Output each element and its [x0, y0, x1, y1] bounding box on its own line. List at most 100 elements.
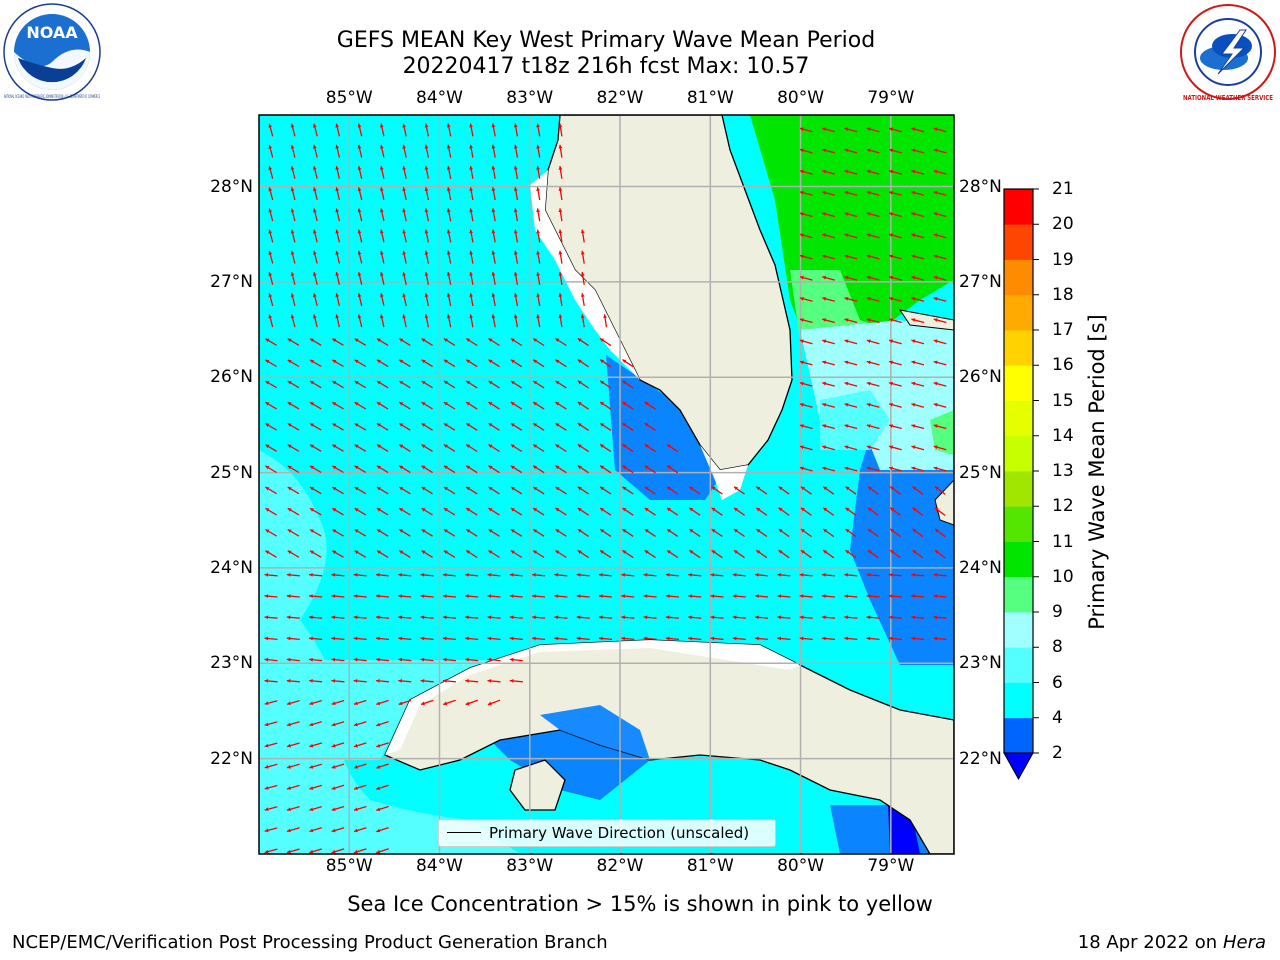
- wave-arrow-head: [644, 465, 649, 470]
- wave-arrow-head: [399, 465, 404, 470]
- wave-arrow-head: [510, 338, 515, 342]
- footer-host: Hera: [1222, 932, 1266, 953]
- wave-arrow-head: [867, 486, 872, 491]
- wave-arrow-head: [558, 187, 563, 191]
- colorbar-under-extension: [1003, 752, 1034, 781]
- wave-arrow-head: [577, 508, 582, 512]
- wave-arrow-head: [555, 380, 560, 385]
- wave-arrow-head: [443, 550, 448, 554]
- wave-arrow-head: [309, 679, 313, 683]
- wave-arrow-head: [402, 229, 406, 234]
- wave-arrow-head: [424, 293, 429, 298]
- wave-arrow-head: [268, 272, 273, 276]
- wave-arrow-head: [555, 423, 560, 427]
- wave-arrow-head: [889, 254, 893, 259]
- wave-arrow-head: [799, 169, 804, 174]
- wave-arrow-head: [354, 487, 359, 491]
- wave-arrow-head: [357, 229, 362, 234]
- wave-arrow-head: [933, 339, 938, 344]
- wave-arrow-head: [380, 187, 384, 192]
- wave-arrow-head: [286, 657, 291, 662]
- wave-arrow-head: [732, 636, 737, 641]
- legend-line-sample: [447, 832, 481, 833]
- wave-arrow-head: [469, 187, 473, 191]
- lat-tick-label-left: 23°N: [210, 653, 253, 674]
- colorbar-tick-label: 6: [1052, 672, 1063, 693]
- wave-arrow-head: [643, 636, 648, 641]
- wave-arrow-head: [443, 423, 448, 427]
- wave-arrow-head: [889, 275, 893, 280]
- wave-arrow-head: [665, 636, 670, 641]
- wave-arrow-head: [398, 679, 402, 683]
- colorbar-tick-label: 16: [1052, 355, 1074, 376]
- wave-arrow-head: [577, 486, 582, 491]
- wave-arrow-head: [313, 208, 317, 213]
- wave-arrow-head: [469, 166, 473, 170]
- wave-arrow-head: [933, 615, 938, 620]
- colorbar-segment: [1004, 435, 1033, 472]
- wave-arrow-head: [446, 272, 451, 276]
- wave-arrow-head: [443, 465, 448, 470]
- wave-arrow-head: [866, 233, 871, 238]
- wave-arrow-head: [265, 359, 270, 364]
- wave-arrow-head: [933, 466, 938, 471]
- wave-arrow-head: [310, 359, 314, 364]
- wave-arrow-head: [933, 445, 938, 450]
- wave-arrow-head: [421, 529, 426, 533]
- wave-arrow-head: [844, 127, 849, 132]
- wave-arrow-head: [509, 679, 514, 683]
- wave-arrow-head: [402, 293, 406, 298]
- wave-arrow-head: [554, 636, 559, 641]
- wave-arrow-head: [399, 338, 404, 343]
- wave-arrow-head: [443, 338, 448, 342]
- wave-arrow-head: [265, 465, 270, 470]
- wave-arrow-head: [844, 233, 849, 238]
- footer-date-host: 18 Apr 2022 on Hera: [1078, 932, 1266, 954]
- wave-arrow-head: [799, 424, 804, 428]
- wave-arrow-head: [912, 528, 917, 533]
- wave-arrow-head: [509, 636, 514, 641]
- wave-arrow-head: [513, 314, 518, 319]
- wave-arrow-head: [264, 573, 269, 577]
- wave-arrow-head: [890, 507, 895, 512]
- wave-arrow-head: [380, 166, 384, 170]
- wave-arrow-head: [911, 360, 916, 365]
- wave-arrow-head: [380, 123, 384, 128]
- wave-arrow-head: [600, 529, 605, 533]
- wave-arrow-head: [823, 507, 828, 512]
- wave-arrow-head: [510, 444, 515, 448]
- wave-arrow-head: [845, 507, 850, 512]
- wave-arrow-head: [421, 423, 426, 427]
- wave-arrow-head: [889, 445, 893, 450]
- wave-arrow-head: [576, 636, 581, 641]
- colorbar-segment: [1004, 294, 1033, 331]
- wave-arrow-head: [399, 550, 404, 555]
- wave-arrow-head: [933, 297, 938, 301]
- wave-arrow-head: [309, 657, 313, 662]
- lat-tick-label-right: 27°N: [959, 271, 1002, 292]
- wave-arrow-head: [446, 229, 451, 234]
- wave-arrow-head: [509, 573, 514, 577]
- wave-arrow-head: [309, 807, 314, 812]
- wave-arrow-head: [622, 508, 627, 512]
- wave-arrow-head: [313, 166, 317, 170]
- wave-arrow-head: [866, 318, 871, 322]
- wave-arrow-head: [287, 381, 292, 385]
- wave-arrow-head: [443, 529, 448, 533]
- colorbar-tick-label: 18: [1052, 284, 1074, 305]
- wave-arrow-head: [465, 636, 469, 641]
- wave-arrow-head: [332, 381, 337, 385]
- wave-arrow-head: [889, 212, 893, 216]
- wave-arrow-head: [888, 573, 893, 577]
- colorbar-segment: [1004, 330, 1033, 366]
- wave-arrow-head: [933, 424, 938, 428]
- wave-arrow-head: [335, 229, 340, 234]
- wave-arrow-head: [331, 786, 336, 790]
- wave-arrow-head: [424, 314, 429, 319]
- wave-arrow-head: [488, 550, 493, 554]
- wave-arrow-head: [755, 594, 759, 598]
- wave-arrow-head: [466, 359, 471, 364]
- wave-arrow-head: [911, 318, 916, 322]
- wave-arrow-head: [310, 487, 314, 491]
- wave-arrow-head: [443, 444, 448, 448]
